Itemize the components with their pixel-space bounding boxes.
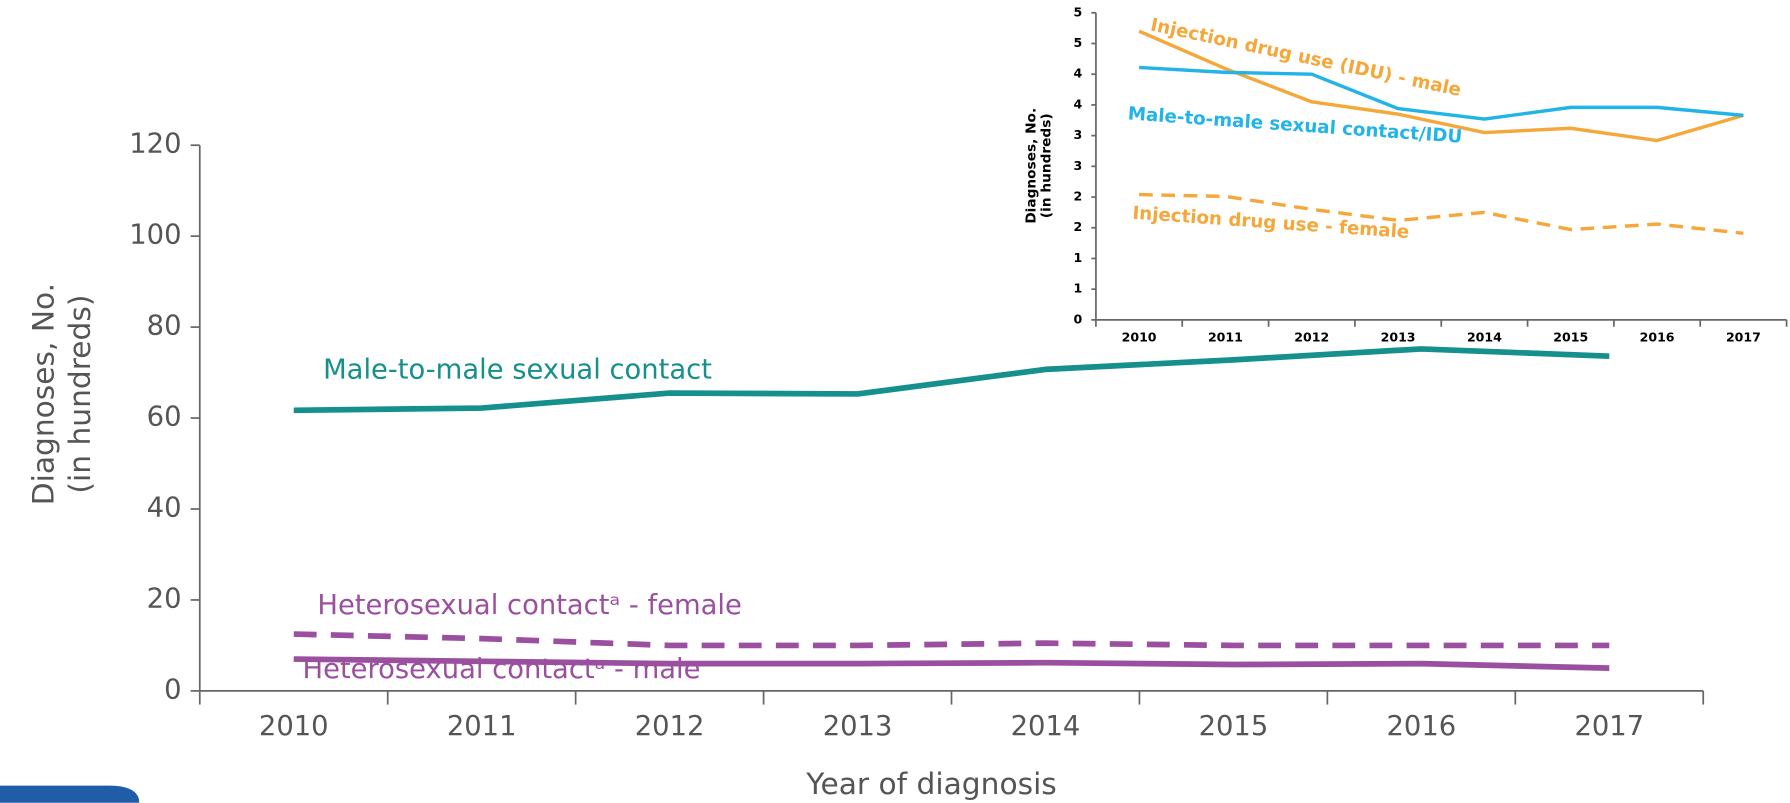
series-line [293,346,1610,414]
y-tick-label: 20 [147,583,182,614]
series-label: Injection drug use - female [1132,203,1410,243]
x-tick-label: 2015 [1553,330,1588,345]
x-tick-label: 2010 [259,711,329,742]
y-axis-label-line: Diagnoses, No. [1023,108,1039,224]
x-tick-label: 2013 [1381,330,1416,345]
x-tick-label: 2012 [635,711,705,742]
series-line [293,631,1610,649]
x-tick-label: 2010 [1122,330,1157,345]
series-line [1138,65,1744,121]
y-tick-label: 2 [1073,219,1082,234]
y-tick-label: 5 [1073,35,1082,50]
x-tick-label: 2013 [823,711,893,742]
y-tick-label: 0 [164,674,181,705]
y-axis-label-line: Diagnoses, No. [25,283,60,505]
y-tick-label: 1 [1073,281,1082,296]
logo [0,785,140,803]
y-tick-label: 3 [1073,158,1082,173]
y-axis-label: Diagnoses, No.(in hundreds) [25,283,97,505]
series-line [293,656,1610,672]
series-label: Male-to-male sexual contact [323,355,712,386]
x-tick-label: 2016 [1387,711,1457,742]
y-tick-label: 120 [129,129,181,160]
series-label: Heterosexual contactᵃ - female [317,590,741,621]
y-tick-label: 4 [1073,96,1082,111]
y-tick-label: 80 [147,311,182,342]
y-tick-label: 100 [129,220,181,251]
x-tick-label: 2017 [1574,711,1644,742]
x-axis-label: Year of diagnosis [805,766,1057,801]
x-tick-label: 2014 [1467,330,1502,345]
x-tick-label: 2016 [1640,330,1675,345]
y-tick-label: 5 [1073,4,1082,19]
y-tick-label: 40 [147,492,182,523]
y-axis-label-line: (in hundreds) [62,295,97,494]
y-tick-label: 1 [1073,250,1082,265]
y-tick-label: 4 [1073,66,1082,81]
x-tick-label: 2017 [1726,330,1761,345]
x-tick-label: 2012 [1294,330,1329,345]
y-tick-label: 60 [147,402,182,433]
series-label: Injection drug use (IDU) - male [1149,15,1463,101]
x-tick-label: 2015 [1199,711,1269,742]
inset-chart: 0 1 1 2 2 3 3 4 4 5 5 2010 2011 2012 2013 2014 2015 2016 2… [1023,4,1788,345]
x-tick-label: 2011 [1208,330,1243,345]
y-tick-label: 3 [1073,127,1082,142]
x-tick-label: 2014 [1011,711,1081,742]
series-line [1139,192,1744,235]
y-tick-label: 2 [1073,189,1082,204]
y-axis-label-line: (in hundreds) [1038,113,1054,218]
y-axis-label: Diagnoses, No.(in hundreds) [1023,108,1054,224]
series-label: Heterosexual contactᵃ - male [303,654,701,685]
x-tick-label: 2011 [447,711,517,742]
y-tick-label: 0 [1073,311,1082,326]
